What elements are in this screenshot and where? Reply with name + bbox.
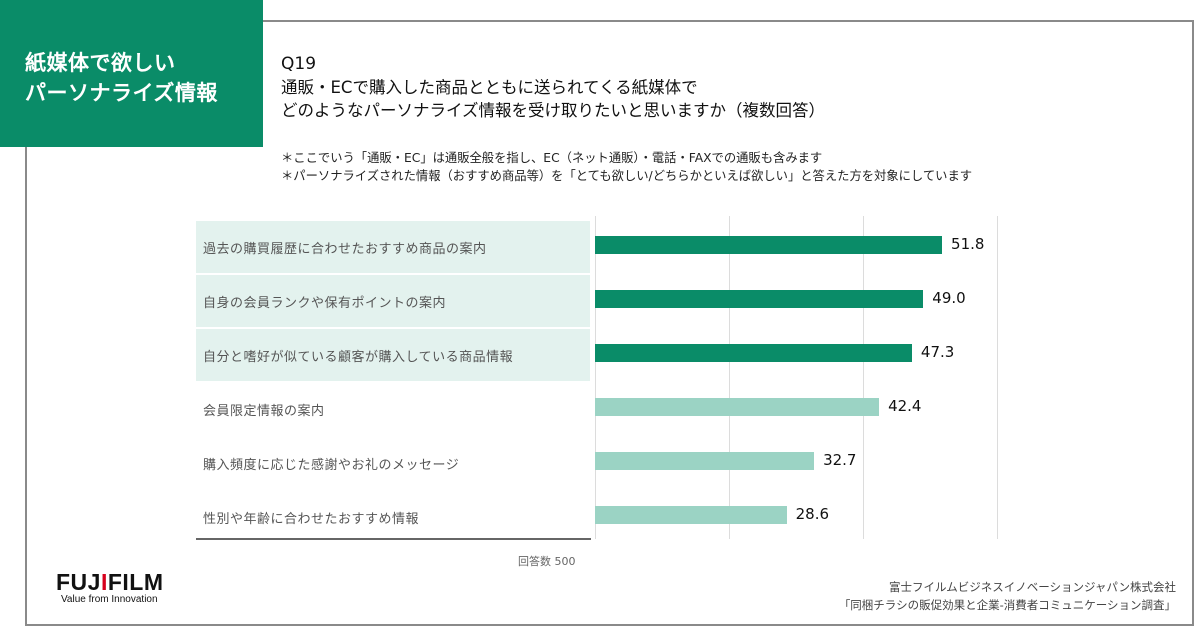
gridline-60 <box>997 216 998 539</box>
note-1: ＊ここでいう「通販・EC」は通販全般を指し、EC（ネット通販）・電話・FAXでの… <box>281 151 823 165</box>
label-baseline <box>196 538 591 540</box>
question-number: Q19 <box>281 54 317 74</box>
bar <box>595 452 815 470</box>
gridline-20 <box>729 216 730 539</box>
bar <box>595 236 943 254</box>
category-label: 会員限定情報の案内 <box>203 404 325 419</box>
value-label: 28.6 <box>795 505 830 523</box>
category-label: 自身の会員ランクや保有ポイントの案内 <box>203 296 447 311</box>
topic-badge-line-2: パーソナライズ情報 <box>25 81 218 105</box>
category-label: 購入頻度に応じた感謝やお礼のメッセージ <box>203 458 460 473</box>
source-credit: 富士フイルムビジネスイノベーションジャパン株式会社 「同梱チラシの販促効果と企業… <box>839 578 1176 614</box>
value-label: 32.7 <box>823 451 857 469</box>
category-highlight <box>196 275 590 327</box>
value-label: 47.3 <box>920 343 955 361</box>
category-label: 性別や年齢に合わせたおすすめ情報 <box>203 512 420 527</box>
category-highlight <box>196 221 590 273</box>
sample-size-note: 回答数 500 <box>518 555 576 568</box>
logo-tagline: Value from Innovation <box>61 594 158 605</box>
bar <box>595 398 880 416</box>
note-2: ＊パーソナライズされた情報（おすすめ商品等）を「とても欲しい/どちらかといえば欲… <box>281 169 973 183</box>
question: Q19 通販・ECで購入した商品とともに送られてくる紙媒体で どのようなパーソナ… <box>281 53 825 122</box>
source-company: 富士フイルムビジネスイノベーションジャパン株式会社 <box>888 580 1176 594</box>
value-label: 49.0 <box>932 289 966 307</box>
notes: ＊ここでいう「通販・EC」は通販全般を指し、EC（ネット通販）・電話・FAXでの… <box>281 149 972 185</box>
value-label: 51.8 <box>951 235 985 253</box>
fujifilm-logo: FUJIFILM Value from Innovation <box>56 569 164 606</box>
slide-frame <box>25 20 1194 626</box>
gridline-0 <box>595 216 596 539</box>
category-highlight <box>196 329 590 381</box>
gridline-40 <box>863 216 864 539</box>
category-label: 自分と嗜好が似ている顧客が購入している商品情報 <box>203 350 514 365</box>
topic-badge: 紙媒体で欲しい パーソナライズ情報 <box>0 0 263 147</box>
bar <box>595 344 912 362</box>
question-line-2: どのようなパーソナライズ情報を受け取りたいと思いますか（複数回答） <box>281 101 826 120</box>
logo-wordmark: FUJIFILM <box>56 569 164 595</box>
question-line-1: 通販・ECで購入した商品とともに送られてくる紙媒体で <box>281 78 698 97</box>
bar <box>595 290 924 308</box>
source-survey: 「同梱チラシの販促効果と企業-消費者コミュニケーション調査」 <box>838 598 1176 612</box>
topic-badge-line-1: 紙媒体で欲しい <box>25 51 176 75</box>
category-label: 過去の購買履歴に合わせたおすすめ商品の案内 <box>203 242 487 257</box>
value-label: 42.4 <box>888 397 922 415</box>
bar <box>595 506 787 524</box>
